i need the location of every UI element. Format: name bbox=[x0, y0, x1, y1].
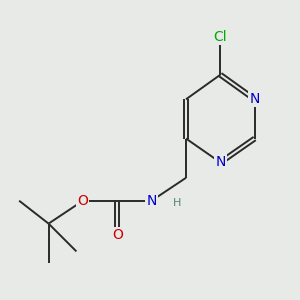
Text: N: N bbox=[215, 155, 226, 170]
Text: O: O bbox=[77, 194, 88, 208]
Text: N: N bbox=[146, 194, 157, 208]
Text: Cl: Cl bbox=[214, 30, 227, 44]
Text: N: N bbox=[250, 92, 260, 106]
Text: O: O bbox=[112, 228, 123, 242]
Text: H: H bbox=[173, 198, 181, 208]
